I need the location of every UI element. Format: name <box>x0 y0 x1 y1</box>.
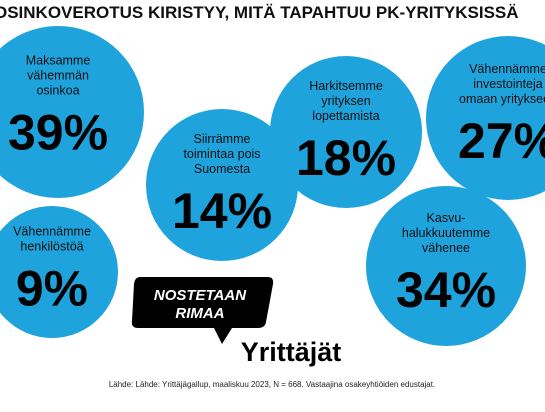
logo-slogan: RIMAA <box>175 305 224 322</box>
bubble-value: 9% <box>16 261 88 317</box>
bubble-value: 18% <box>296 130 396 186</box>
bubble-value: 14% <box>172 183 272 239</box>
bubble-label: Vähennämme <box>469 62 545 76</box>
bubble-label: henkilöstöä <box>20 240 83 254</box>
bubble <box>270 56 422 208</box>
bubble-label: osinkoa <box>36 84 79 98</box>
bubble-label: investointeja <box>473 77 543 91</box>
bubble-label: Maksamme <box>26 54 91 68</box>
bubble <box>366 186 526 346</box>
bubble-value: 34% <box>396 262 496 318</box>
bubble-label: Harkitsemme <box>309 79 383 93</box>
bubble-label: Siirrämme <box>194 132 251 146</box>
logo-brand: Yrittäjät <box>241 337 342 367</box>
bubble <box>0 206 118 338</box>
bubble-label: halukkuutemme <box>402 226 490 240</box>
bubble <box>426 36 545 200</box>
bubble-value: 27% <box>458 113 545 169</box>
bubble <box>146 109 298 261</box>
bubble-label: Suomesta <box>194 162 250 176</box>
bubble-label: omaan yritykseen <box>459 92 545 106</box>
logo-bubble <box>131 277 274 344</box>
source: Lähde: Lähde: Yrittäjägallup, maaliskuu … <box>109 380 435 389</box>
title: OSINKOVEROTUS KIRISTYY, MITÄ TAPAHTUU PK… <box>0 3 519 22</box>
bubble <box>0 26 144 198</box>
bubble-label: toimintaa pois <box>183 147 260 161</box>
bubble-label: vähenee <box>422 241 470 255</box>
bubble-label: yrityksen <box>321 94 370 108</box>
bubble-label: Kasvu- <box>427 211 466 225</box>
bubble-value: 39% <box>8 105 108 161</box>
bubble-label: Vähennämme <box>13 225 91 239</box>
bubble-label: lopettamista <box>312 109 379 123</box>
logo-slogan: NOSTETAAN <box>154 287 247 304</box>
bubble-label: vähemmän <box>27 69 89 83</box>
